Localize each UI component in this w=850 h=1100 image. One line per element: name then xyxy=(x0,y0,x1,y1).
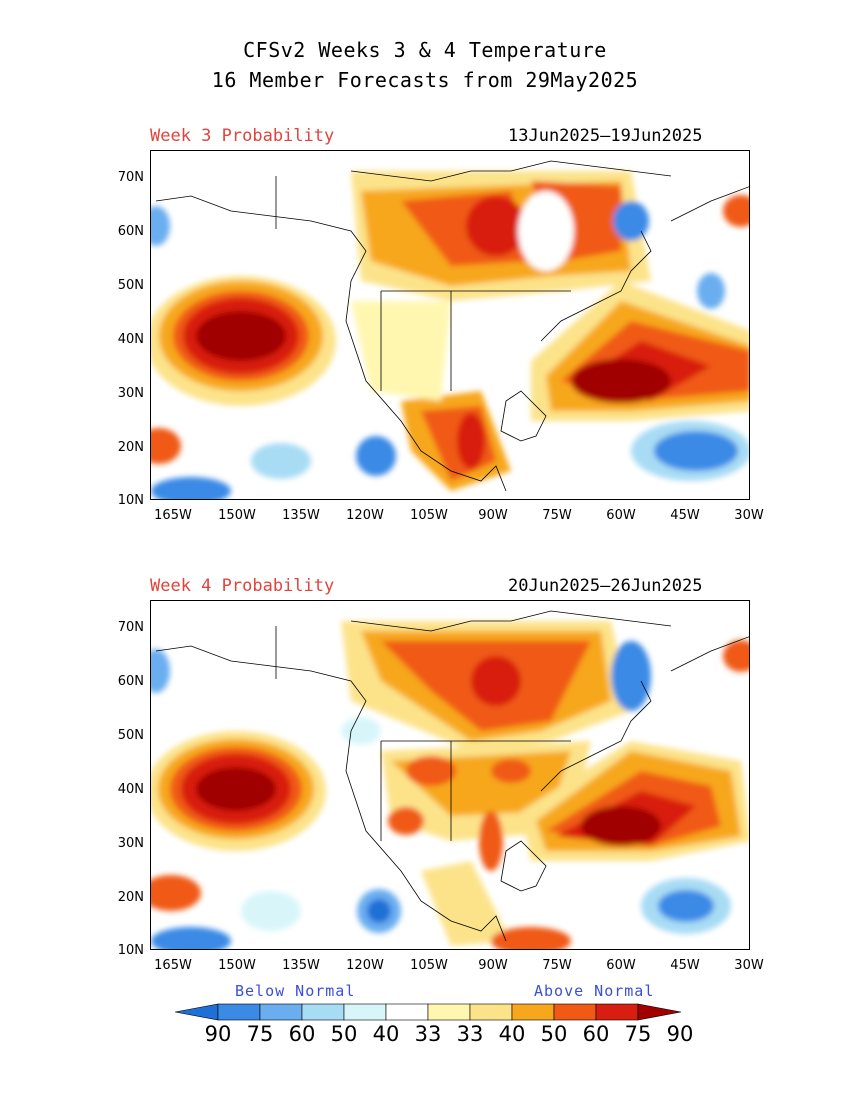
week3-lon-tick: 90W xyxy=(478,508,508,523)
week3-lon-tick: 105W xyxy=(410,508,448,523)
week3-lon-tick: 165W xyxy=(154,508,192,523)
colorbar-swatch xyxy=(385,1003,429,1021)
week3-lat-tick: 20N xyxy=(117,440,144,455)
below-normal-label: Below Normal xyxy=(235,982,356,1000)
colorbar-swatch xyxy=(301,1003,345,1021)
colorbar-label: 40 xyxy=(498,1022,526,1046)
colorbar-label: 90 xyxy=(666,1022,694,1046)
colorbar-arrow-right xyxy=(637,1003,682,1021)
colorbar-label: 60 xyxy=(582,1022,610,1046)
week4-lon-tick: 150W xyxy=(218,958,256,973)
week4-lon-tick: 165W xyxy=(154,958,192,973)
chart-title-line2: 16 Member Forecasts from 29May2025 xyxy=(211,68,639,92)
week3-map xyxy=(150,150,750,500)
colorbar-label: 75 xyxy=(624,1022,652,1046)
week4-probability-shading xyxy=(151,621,749,949)
week3-lon-tick: 45W xyxy=(670,508,700,523)
week3-lon-tick: 120W xyxy=(346,508,384,523)
colorbar-label: 90 xyxy=(204,1022,232,1046)
week4-lat-tick: 10N xyxy=(117,943,144,958)
week4-lon-tick: 75W xyxy=(542,958,572,973)
week3-lon-tick: 135W xyxy=(282,508,320,523)
colorbar-label: 40 xyxy=(372,1022,400,1046)
week3-lon-tick: 75W xyxy=(542,508,572,523)
week4-lon-tick: 135W xyxy=(282,958,320,973)
week3-lon-tick: 60W xyxy=(606,508,636,523)
week3-lat-tick: 50N xyxy=(117,278,144,293)
week4-lat-tick: 30N xyxy=(117,836,144,851)
week4-lon-tick: 45W xyxy=(670,958,700,973)
week3-date-range: 13Jun2025—19Jun2025 xyxy=(508,126,703,146)
week4-label: Week 4 Probability xyxy=(150,576,335,596)
week3-coastlines xyxy=(155,160,749,492)
colorbar-label: 33 xyxy=(414,1022,442,1046)
week4-lat-tick: 60N xyxy=(117,674,144,689)
week4-date-range: 20Jun2025—26Jun2025 xyxy=(508,576,703,596)
week3-probability-shading xyxy=(151,171,749,499)
week3-lat-tick: 70N xyxy=(117,170,144,185)
week3-lat-tick: 60N xyxy=(117,224,144,239)
chart-title-line1: CFSv2 Weeks 3 & 4 Temperature xyxy=(243,38,607,62)
week4-lon-tick: 30W xyxy=(734,958,764,973)
colorbar-arrow-left xyxy=(175,1003,219,1021)
colorbar-swatch xyxy=(595,1003,639,1021)
colorbar-label: 50 xyxy=(330,1022,358,1046)
above-normal-label: Above Normal xyxy=(534,982,655,1000)
colorbar-swatch xyxy=(343,1003,387,1021)
colorbar-label: 50 xyxy=(540,1022,568,1046)
week4-lon-tick: 90W xyxy=(478,958,508,973)
colorbar-swatch xyxy=(427,1003,471,1021)
week4-lon-tick: 60W xyxy=(606,958,636,973)
colorbar xyxy=(175,1003,682,1021)
week3-lat-tick: 40N xyxy=(117,332,144,347)
colorbar-swatch xyxy=(217,1003,261,1021)
colorbar-swatch xyxy=(469,1003,513,1021)
colorbar-swatch xyxy=(511,1003,555,1021)
week4-lon-tick: 105W xyxy=(410,958,448,973)
week4-lat-tick: 50N xyxy=(117,728,144,743)
week4-lat-tick: 20N xyxy=(117,890,144,905)
week4-lon-tick: 120W xyxy=(346,958,384,973)
colorbar-swatch xyxy=(553,1003,597,1021)
week4-lat-tick: 40N xyxy=(117,782,144,797)
colorbar-label: 33 xyxy=(456,1022,484,1046)
week3-lon-tick: 30W xyxy=(734,508,764,523)
week4-lat-tick: 70N xyxy=(117,620,144,635)
week3-lat-tick: 30N xyxy=(117,386,144,401)
week3-lon-tick: 150W xyxy=(218,508,256,523)
week4-coastlines xyxy=(155,610,749,942)
colorbar-swatch xyxy=(259,1003,303,1021)
week3-lat-tick: 10N xyxy=(117,493,144,508)
week3-label: Week 3 Probability xyxy=(150,126,335,146)
week4-map xyxy=(150,600,750,950)
colorbar-label: 75 xyxy=(246,1022,274,1046)
colorbar-label: 60 xyxy=(288,1022,316,1046)
